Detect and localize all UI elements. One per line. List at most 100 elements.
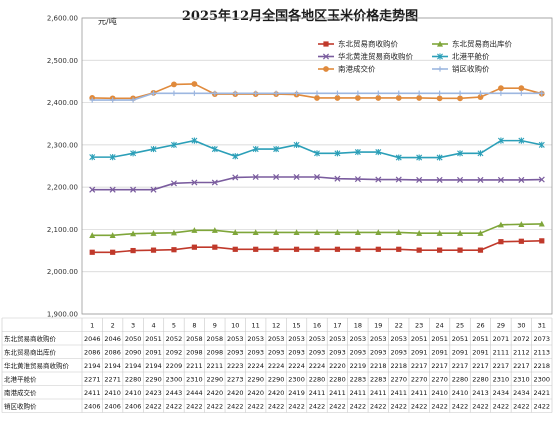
table-cell: 2090 [125,349,142,357]
table-cell: 2053 [370,335,387,343]
data-point [437,66,443,72]
table-cell: 2434 [493,389,510,397]
data-point [191,90,197,96]
data-point [416,95,423,101]
x-tick-label: 1 [90,322,94,330]
table-cell: 2211 [186,362,203,370]
data-point [89,154,96,161]
data-point [538,220,545,227]
table-cell: 2410 [104,389,121,397]
data-point [314,150,320,157]
series [89,173,545,193]
x-tick-label: 22 [395,322,403,330]
table-cell: 2093 [227,349,244,357]
table-cell: 2046 [104,335,121,343]
data-point [110,249,116,255]
table-cell: 2411 [370,389,387,397]
x-tick-label: 23 [415,322,423,330]
data-point [334,246,341,252]
data-point [354,176,361,183]
data-point [273,145,280,153]
data-point [518,176,525,183]
data-point [170,141,177,148]
table-cell: 2217 [472,362,489,370]
table-cell: 2058 [207,335,224,343]
data-point [232,174,239,181]
table-row-label: 东北贸易商出库价 [4,348,57,357]
data-point [314,229,320,235]
table-cell: 2194 [104,362,121,370]
data-point [252,145,259,153]
grid-layer [81,17,553,315]
table-cell: 2300 [288,376,305,384]
table-cell: 2422 [186,403,203,411]
table-cell: 2058 [186,335,203,343]
data-point [416,230,423,236]
table-cell: 2111 [493,349,510,357]
data-point [191,81,198,87]
x-tick-label: 5 [172,322,176,330]
data-point [457,90,463,96]
table-cell: 2091 [145,349,162,357]
data-point [395,229,402,235]
y-tick-label: 2,000.00 [47,268,78,276]
data-point [109,186,116,193]
data-point [212,244,218,250]
legend-label: 南港成交价 [338,64,376,74]
data-point [313,173,321,181]
data-point [314,90,320,96]
table-cell: 2218 [370,362,387,370]
chart-title: 2025年12月全国各地区玉米价格走势图 [182,8,418,24]
table-cell: 2223 [227,362,244,370]
data-point [498,90,504,96]
table-cell: 2420 [268,389,285,397]
table-cell: 2093 [370,349,387,357]
data-point [293,90,300,96]
data-point [130,186,137,193]
x-tick-label: 2 [111,322,115,330]
table-cell: 2053 [247,335,264,343]
data-point [150,145,157,153]
table-cell: 2270 [431,376,448,384]
data-point [354,229,361,235]
data-point [150,186,157,193]
data-point [334,90,341,96]
data-point [518,238,524,244]
table-cell: 2217 [411,362,428,370]
table-cell: 2422 [247,403,264,411]
data-point [273,246,279,252]
data-point [89,186,96,193]
table-cell: 2300 [534,376,551,384]
data-point [375,229,382,235]
table-cell: 2273 [227,376,244,384]
table-cell: 2280 [125,376,142,384]
table-cell: 2290 [207,376,224,384]
data-point [539,90,545,96]
data-point [498,239,504,245]
data-point [395,176,402,183]
table-cell: 2422 [227,403,244,411]
table-cell: 2053 [288,335,305,343]
data-point [375,176,382,183]
data-point [457,230,464,236]
legend-label: 销区收购价 [452,64,490,74]
x-tick-label: 17 [333,322,341,330]
table-cell: 2271 [104,376,121,384]
data-point [109,232,116,238]
table-cell: 2434 [513,389,530,397]
table-cell: 2219 [350,362,367,370]
table-cell: 2280 [452,376,469,384]
data-point [334,95,341,101]
table-cell: 2422 [288,403,305,411]
table-cell: 2093 [247,349,264,357]
data-point [518,90,524,96]
legend-entry: 华北黄淮贸易商收购价 [318,51,413,61]
data-point [252,173,259,181]
data-point [252,229,259,235]
legend-entry: 南港成交价 [318,64,376,74]
data-point [498,85,504,92]
data-point [89,232,96,238]
x-tick-label: 29 [497,322,505,330]
